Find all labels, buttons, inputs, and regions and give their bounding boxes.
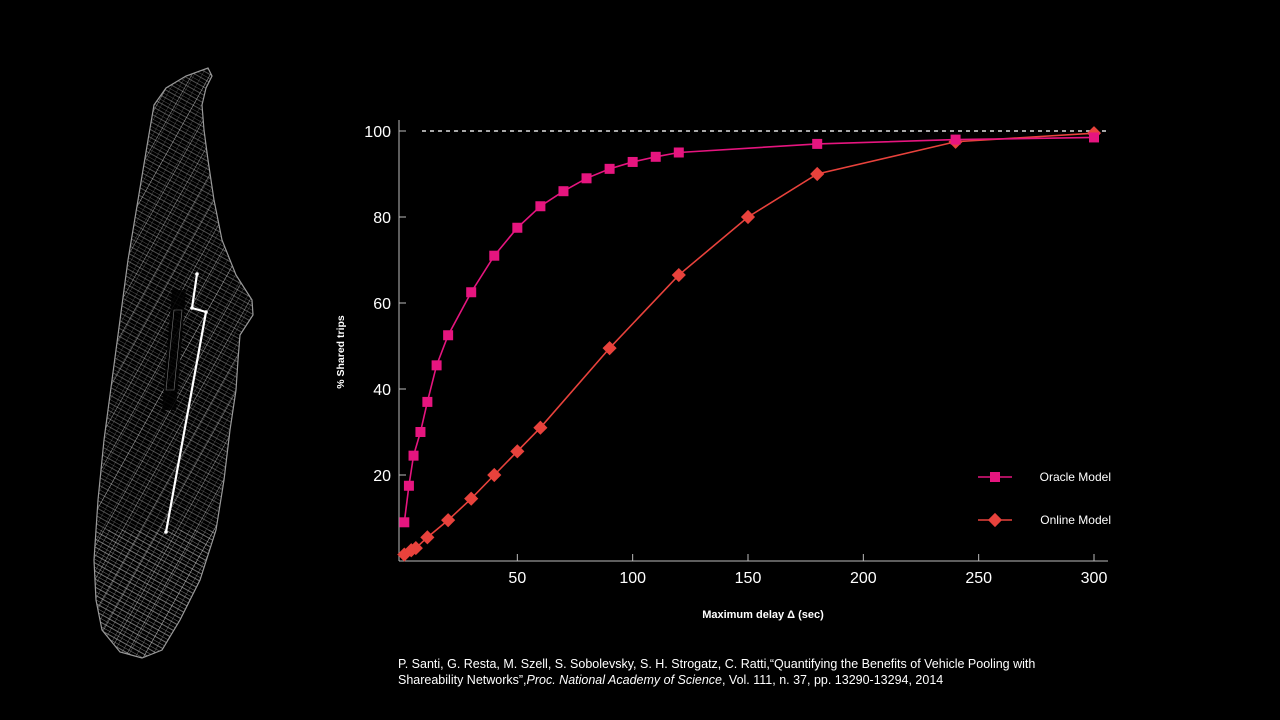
chart-axes <box>398 120 1108 562</box>
oracle-model-point <box>422 396 433 407</box>
oracle-model-point <box>535 201 546 212</box>
oracle-model-point <box>415 427 426 437</box>
y-tick-label: 100 <box>364 124 391 141</box>
x-tick-label: 100 <box>619 570 646 587</box>
manhattan-street-map-icon <box>93 67 254 659</box>
x-axis-label: Maximum delay Δ (sec) <box>702 609 824 621</box>
x-tick-label: 50 <box>508 570 526 587</box>
online-model-point <box>810 166 825 182</box>
online-model-point <box>464 491 479 506</box>
oracle-model-point <box>431 360 442 371</box>
oracle-model-point <box>466 287 477 298</box>
legend-label: Oracle Model <box>1040 470 1111 484</box>
y-axis-label: % Shared trips <box>335 315 347 389</box>
oracle-model-point <box>581 173 592 184</box>
legend-marker <box>990 472 1000 482</box>
online-model-point <box>533 420 548 435</box>
y-tick-label: 20 <box>373 468 391 485</box>
legend-item-online: Online Model <box>978 512 1111 528</box>
x-tick-label: 250 <box>965 570 992 587</box>
legend-marker <box>987 512 1003 528</box>
online-model-point <box>510 444 525 459</box>
oracle-model-point <box>489 250 500 261</box>
oracle-model-line <box>403 136 1095 523</box>
y-axis-ticks: 20 40 60 80 100 <box>364 124 406 485</box>
online-model-point <box>441 513 456 528</box>
y-tick-label: 40 <box>373 382 391 399</box>
oracle-model-point <box>558 186 569 197</box>
oracle-model-point <box>604 163 615 174</box>
x-axis-ticks: 50 100 150 200 250 300 <box>508 554 1107 587</box>
chart-series <box>397 126 1102 562</box>
oracle-model-point <box>812 138 823 149</box>
oracle-model-point <box>408 450 419 461</box>
oracle-model-series <box>399 132 1099 528</box>
oracle-model-point <box>443 330 454 341</box>
online-model-point <box>408 541 423 556</box>
x-tick-label: 200 <box>850 570 877 587</box>
online-model-point <box>420 530 435 545</box>
x-tick-label: 300 <box>1081 570 1108 587</box>
citation-journal: Proc. National Academy of Science <box>526 673 722 687</box>
online-model-line <box>403 132 1095 556</box>
citation-line-2: Shareability Networks”,Proc. National Ac… <box>398 672 1098 688</box>
citation: P. Santi, G. Resta, M. Szell, S. Sobolev… <box>398 656 1098 688</box>
online-model-point <box>671 267 686 283</box>
citation-title-end: Shareability Networks”, <box>398 673 527 687</box>
chart-legend: Oracle Model Online Model <box>978 470 1111 528</box>
x-tick-label: 150 <box>735 570 762 587</box>
citation-line-1: P. Santi, G. Resta, M. Szell, S. Sobolev… <box>398 657 1036 671</box>
oracle-model-point <box>1089 132 1099 143</box>
legend-label: Online Model <box>1040 513 1111 527</box>
legend-item-oracle: Oracle Model <box>978 470 1111 484</box>
oracle-model-point <box>627 156 638 167</box>
oracle-model-point <box>399 517 410 528</box>
oracle-model-point <box>650 151 661 162</box>
citation-volume: , Vol. 111, n. 37, pp. 13290-13294, 2014 <box>721 673 944 687</box>
online-model-point <box>740 209 756 225</box>
oracle-model-point <box>403 480 414 491</box>
y-tick-label: 60 <box>373 296 391 313</box>
online-model-point <box>487 467 502 483</box>
online-model-point <box>602 341 617 356</box>
oracle-model-point <box>950 134 961 145</box>
y-tick-label: 80 <box>373 210 391 227</box>
oracle-model-point <box>512 222 523 233</box>
oracle-model-point <box>673 147 684 158</box>
online-model-series <box>397 126 1102 562</box>
